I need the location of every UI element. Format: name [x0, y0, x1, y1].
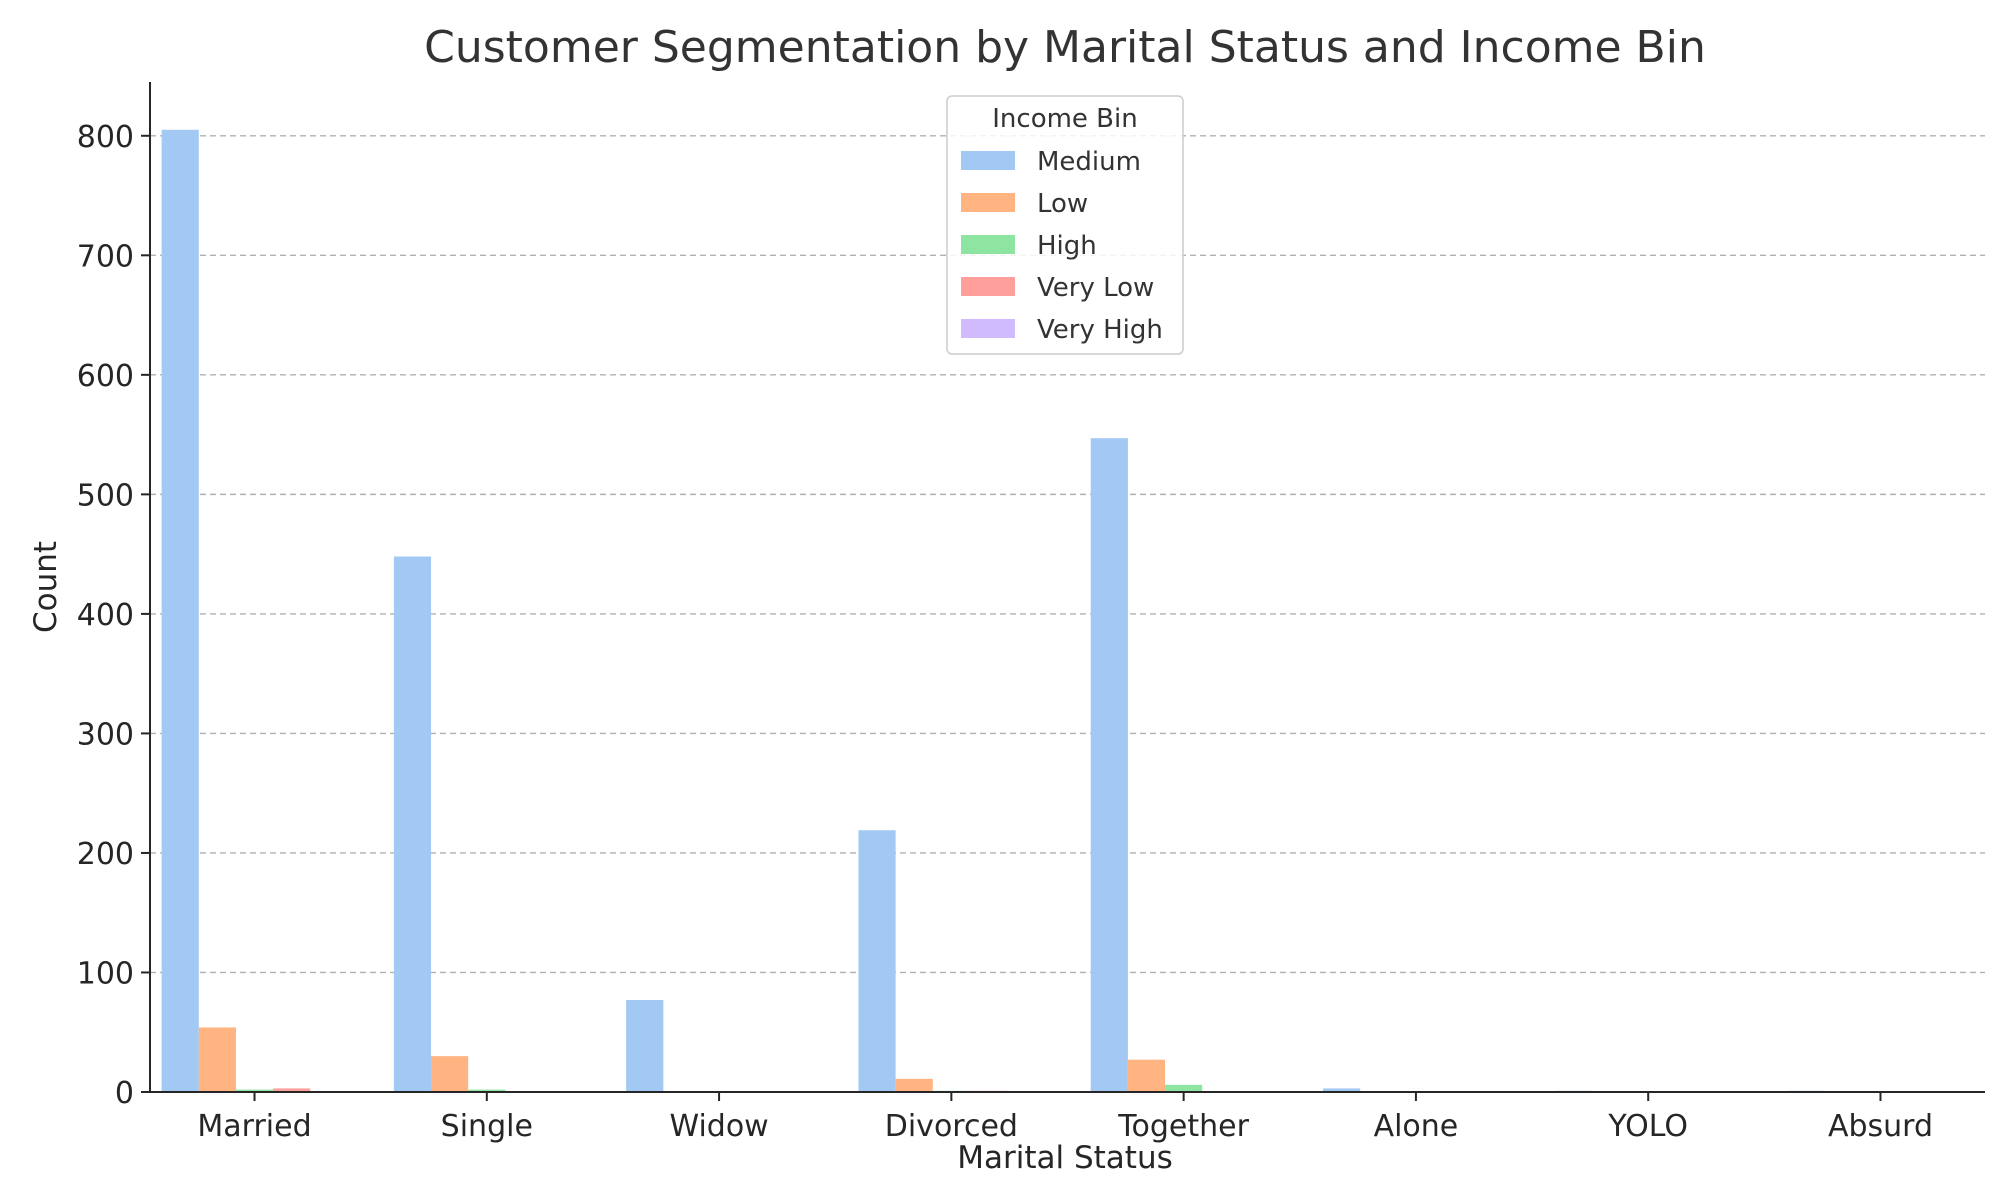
bar-very-low-married: [273, 1088, 311, 1092]
bar-high-married: [235, 1089, 274, 1092]
bar-medium-single: [393, 556, 432, 1092]
x-tick-label-together: Together: [1117, 1109, 1249, 1144]
legend-label-very-high: Very High: [1037, 315, 1163, 345]
x-tick-label-single: Single: [441, 1109, 533, 1144]
bar-high-single: [468, 1089, 506, 1092]
x-tick-label-absurd: Absurd: [1828, 1109, 1933, 1144]
bar-medium-married: [161, 129, 199, 1092]
y-tick-label: 400: [77, 598, 134, 633]
bar-medium-divorced: [858, 830, 896, 1092]
bar-high-together: [1165, 1084, 1203, 1092]
bar-medium-widow: [626, 999, 664, 1092]
y-ticks: 0 100 200 300 400 500 600 700 800: [77, 120, 150, 1111]
gridlines: [150, 135, 1985, 974]
chart-title: Customer Segmentation by Marital Status …: [424, 22, 1706, 73]
bars: [161, 129, 1825, 1093]
legend-label-low: Low: [1037, 189, 1088, 219]
legend-title: Income Bin: [992, 104, 1137, 134]
axes: [149, 82, 1985, 1093]
y-tick-label: 200: [77, 837, 134, 872]
bar-medium-together: [1090, 438, 1128, 1093]
legend-label-high: High: [1037, 231, 1097, 261]
y-tick-label: 300: [77, 717, 134, 752]
bar-low-together: [1127, 1059, 1166, 1092]
legend-items: Medium Low High Very Low Very High: [961, 147, 1163, 345]
x-tick-label-yolo: YOLO: [1607, 1109, 1688, 1144]
legend-swatch-very-high: [961, 319, 1015, 338]
bar-low-married: [198, 1027, 236, 1092]
legend: Income Bin Medium Low High Very Low Very Hig…: [946, 95, 1184, 355]
y-axis-label: Count: [28, 541, 64, 633]
x-tick-label-married: Married: [197, 1109, 311, 1144]
legend-swatch-low: [961, 193, 1015, 212]
x-axis-label: Marital Status: [957, 1140, 1173, 1176]
legend-label-medium: Medium: [1037, 147, 1141, 177]
bar-low-single: [431, 1056, 469, 1092]
y-tick-label: 0: [115, 1076, 134, 1111]
y-tick-label: 600: [77, 359, 134, 394]
y-tick-label: 100: [77, 956, 134, 991]
x-tick-label-alone: Alone: [1374, 1109, 1459, 1144]
y-tick-label: 700: [77, 239, 134, 274]
legend-swatch-medium: [961, 151, 1015, 170]
x-tick-label-widow: Widow: [669, 1109, 768, 1144]
bar-medium-alone: [1323, 1088, 1361, 1092]
legend-label-very-low: Very Low: [1037, 273, 1154, 303]
y-tick-label: 800: [77, 120, 134, 155]
legend-swatch-very-low: [961, 277, 1015, 296]
x-ticks: Married Single Widow Divorced Together Alone Y…: [197, 1092, 1933, 1144]
legend-swatch-high: [961, 235, 1015, 254]
x-tick-label-divorced: Divorced: [885, 1109, 1018, 1144]
bar-low-divorced: [895, 1078, 933, 1092]
y-tick-label: 500: [77, 478, 134, 513]
